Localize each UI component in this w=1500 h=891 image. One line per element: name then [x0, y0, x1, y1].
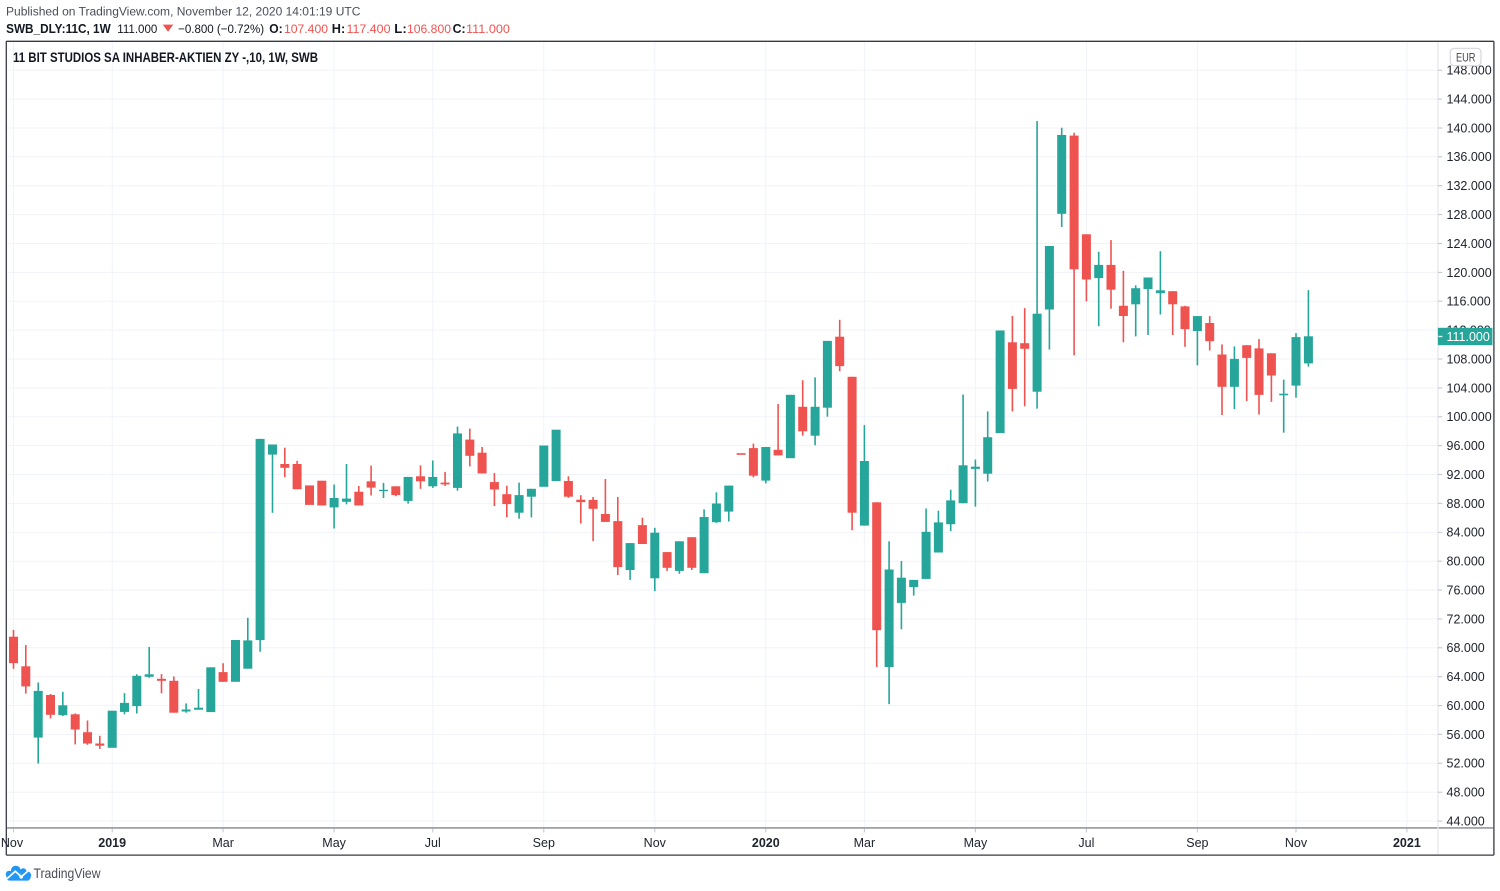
svg-text:O:: O:	[269, 22, 282, 36]
svg-text:148.000: 148.000	[1447, 64, 1492, 78]
svg-text:136.000: 136.000	[1447, 150, 1492, 164]
svg-text:Jul: Jul	[1078, 836, 1094, 850]
svg-text:104.000: 104.000	[1447, 381, 1492, 395]
svg-text:11 BIT STUDIOS SA INHABER-AKTI: 11 BIT STUDIOS SA INHABER-AKTIEN ZY -,10…	[13, 49, 318, 65]
svg-text:107.400: 107.400	[284, 22, 328, 36]
svg-text:56.000: 56.000	[1447, 728, 1485, 742]
svg-text:SWB_DLY:11C, 1W: SWB_DLY:11C, 1W	[6, 22, 111, 36]
svg-text:May: May	[322, 836, 346, 850]
svg-text:116.000: 116.000	[1447, 295, 1491, 309]
svg-text:2021: 2021	[1393, 836, 1421, 850]
svg-text:TradingView: TradingView	[34, 866, 101, 881]
svg-text:2020: 2020	[752, 836, 780, 850]
svg-text:Sep: Sep	[533, 836, 555, 850]
svg-text:Mar: Mar	[212, 836, 234, 850]
svg-text:117.400: 117.400	[347, 22, 391, 36]
svg-text:128.000: 128.000	[1447, 208, 1492, 222]
svg-text:88.000: 88.000	[1447, 497, 1485, 511]
svg-text:May: May	[964, 836, 988, 850]
svg-text:96.000: 96.000	[1447, 439, 1485, 453]
svg-text:Published on TradingView.com,: Published on TradingView.com, November 1…	[6, 5, 360, 19]
svg-text:108.000: 108.000	[1447, 352, 1492, 366]
svg-text:EUR: EUR	[1456, 51, 1476, 64]
svg-text:48.000: 48.000	[1447, 786, 1485, 800]
svg-text:44.000: 44.000	[1447, 815, 1485, 829]
svg-text:132.000: 132.000	[1447, 179, 1492, 193]
svg-text:68.000: 68.000	[1447, 641, 1485, 655]
svg-text:120.000: 120.000	[1447, 266, 1492, 280]
svg-text:Nov: Nov	[644, 836, 667, 850]
svg-text:64.000: 64.000	[1447, 670, 1485, 684]
svg-text:140.000: 140.000	[1447, 121, 1492, 135]
svg-text:C:: C:	[453, 22, 466, 36]
svg-text:92.000: 92.000	[1447, 468, 1485, 482]
svg-text:−0.800 (−0.72%): −0.800 (−0.72%)	[178, 22, 264, 36]
svg-text:Jul: Jul	[425, 836, 441, 850]
svg-text:80.000: 80.000	[1447, 555, 1485, 569]
svg-text:52.000: 52.000	[1447, 757, 1485, 771]
svg-text:124.000: 124.000	[1447, 237, 1492, 251]
svg-text:Nov: Nov	[1285, 836, 1308, 850]
svg-text:111.000: 111.000	[117, 22, 157, 36]
svg-text:H:: H:	[332, 22, 345, 36]
svg-text:72.000: 72.000	[1447, 612, 1485, 626]
svg-text:L:: L:	[394, 22, 406, 36]
svg-text:111.000: 111.000	[1447, 330, 1490, 344]
svg-text:60.000: 60.000	[1447, 699, 1485, 713]
svg-text:2019: 2019	[98, 836, 126, 850]
svg-text:Sep: Sep	[1186, 836, 1208, 850]
svg-text:84.000: 84.000	[1447, 526, 1485, 540]
svg-text:111.000: 111.000	[466, 22, 510, 36]
svg-text:76.000: 76.000	[1447, 583, 1485, 597]
svg-text:Mar: Mar	[854, 836, 876, 850]
svg-text:144.000: 144.000	[1447, 93, 1492, 107]
svg-text:100.000: 100.000	[1447, 410, 1492, 424]
svg-text:Nov: Nov	[1, 836, 24, 850]
svg-text:106.800: 106.800	[407, 22, 451, 36]
